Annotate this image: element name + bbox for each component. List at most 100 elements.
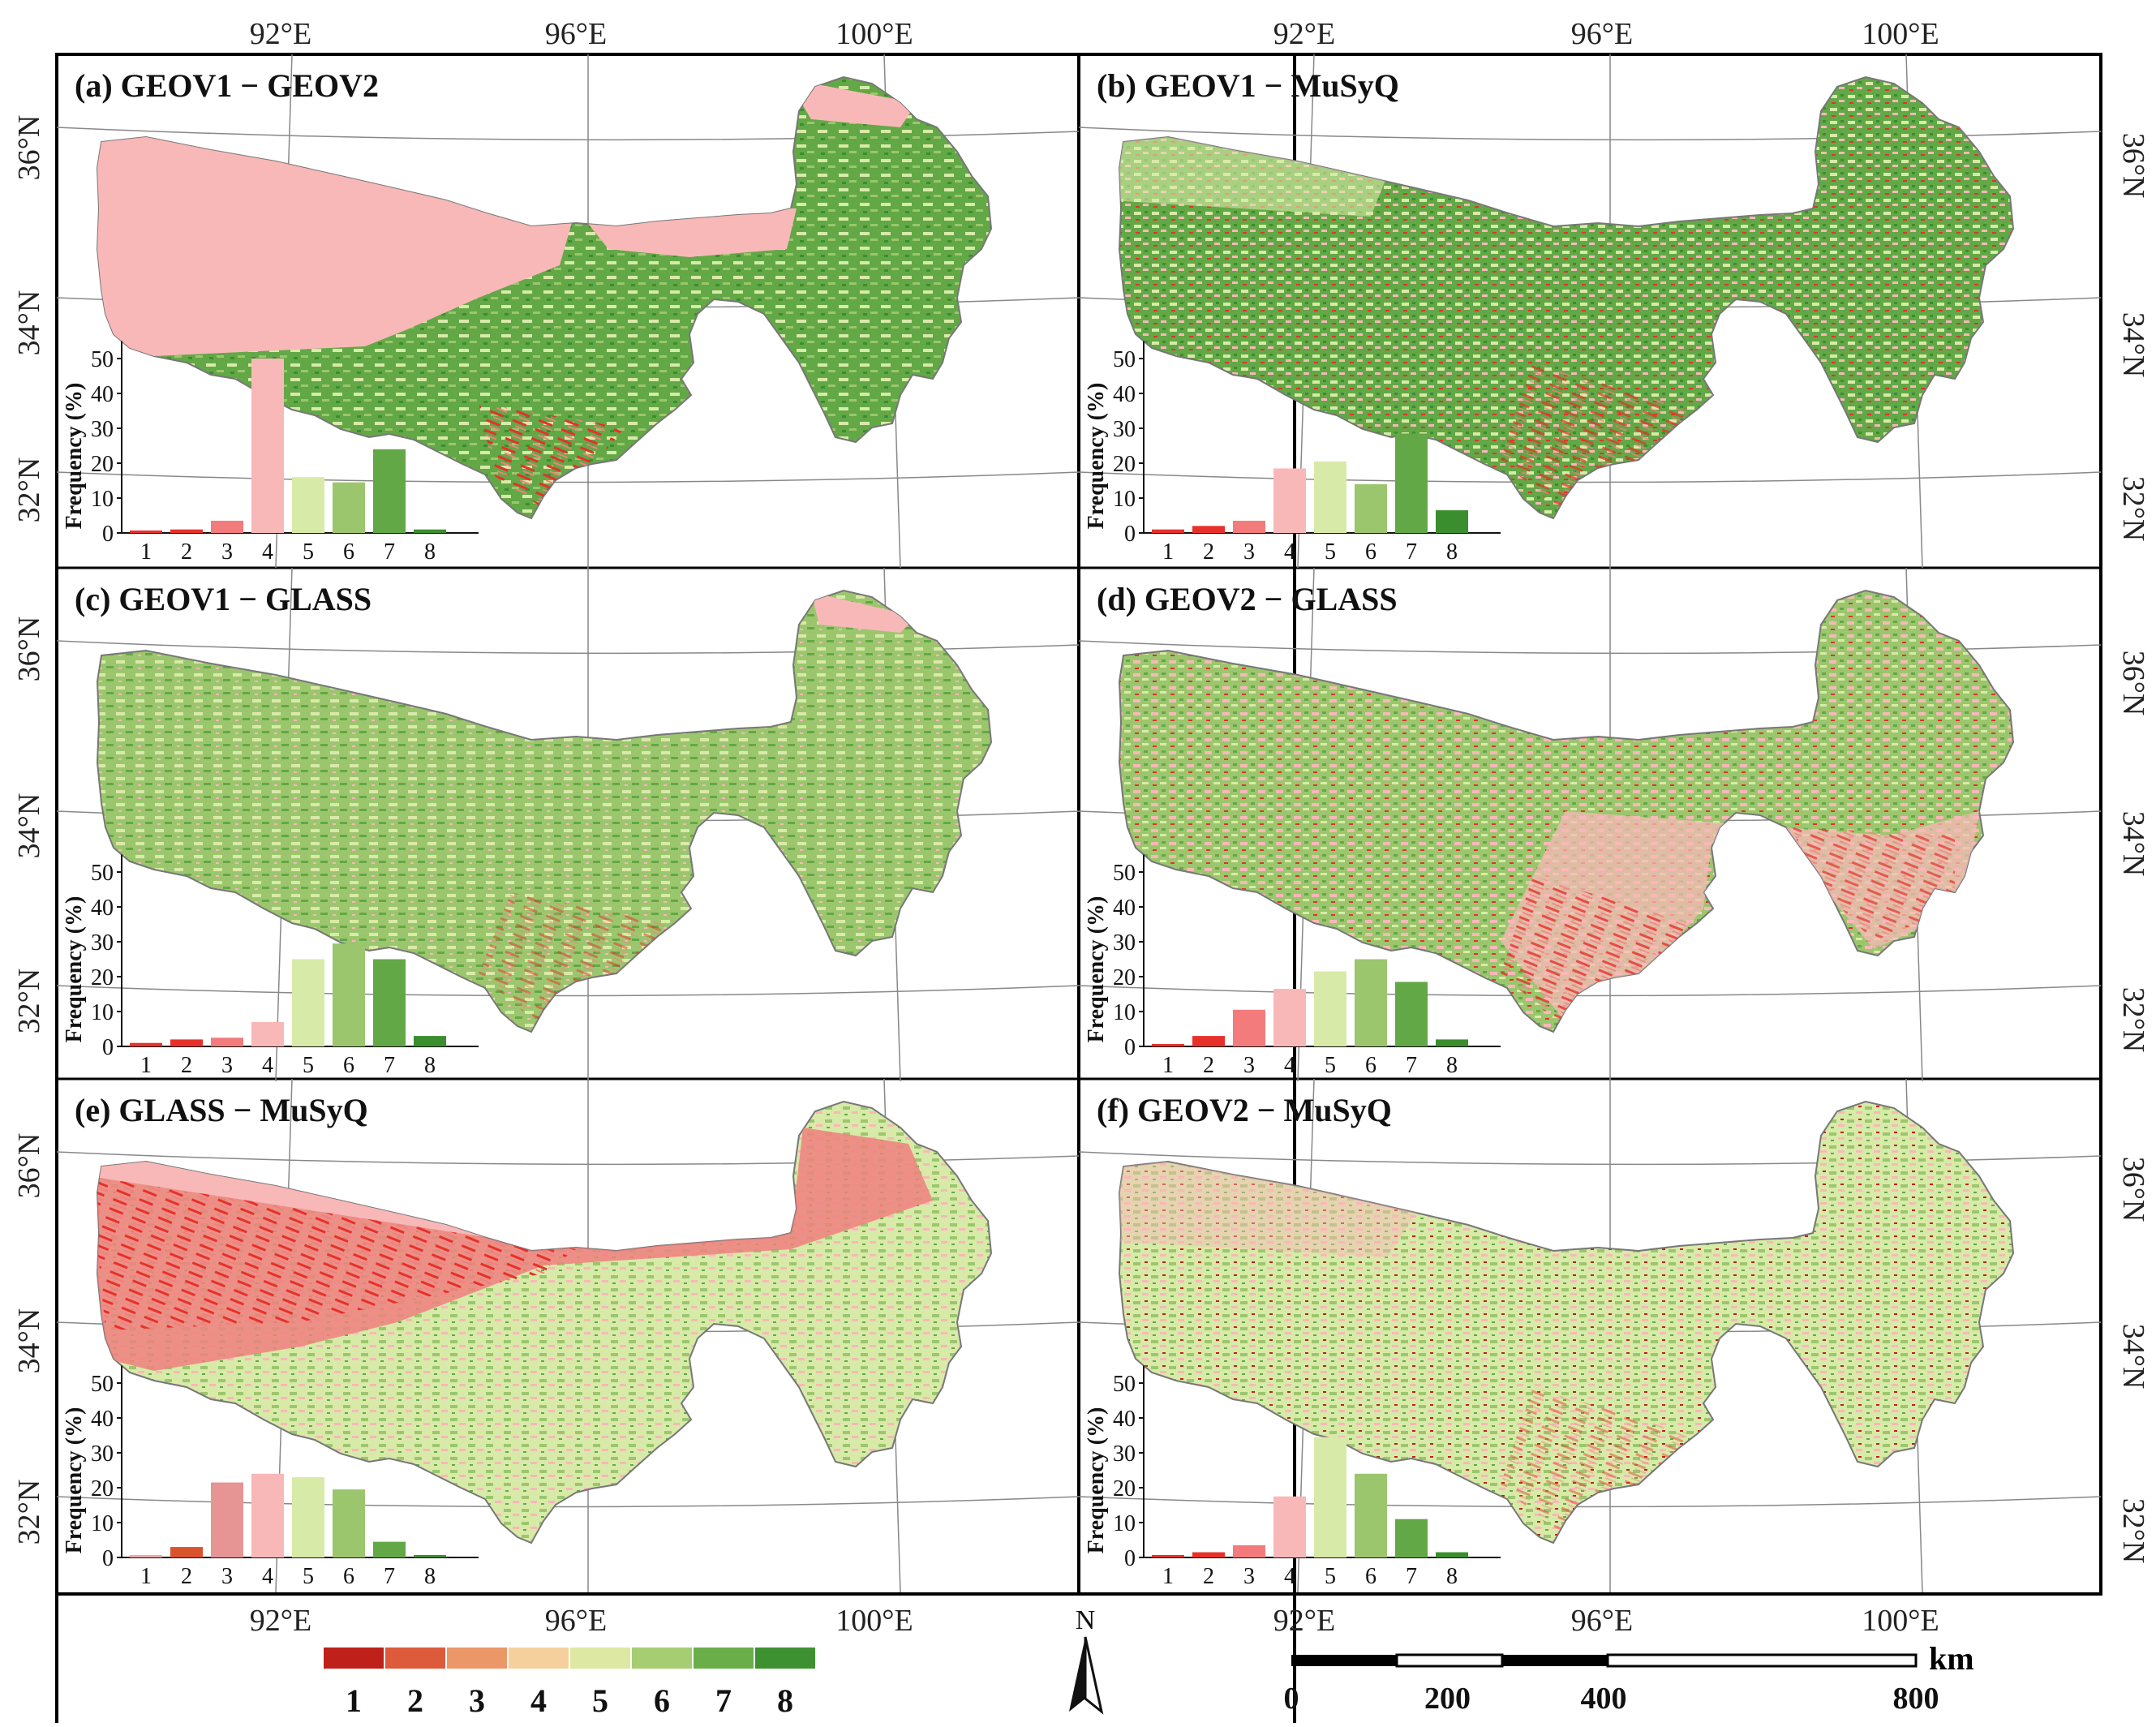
histogram-y-tick: 40 xyxy=(91,1407,114,1432)
lon-label-top: 96°E xyxy=(545,17,607,51)
histogram-x-tick: 3 xyxy=(221,1564,233,1589)
histogram-bar xyxy=(333,1489,365,1557)
histogram-x-tick: 6 xyxy=(343,539,354,565)
lon-label-bottom: 100°E xyxy=(835,1604,913,1638)
histogram-bar xyxy=(1355,483,1387,533)
panel-title: (e) GLASS − MuSyQ xyxy=(75,1092,368,1128)
histogram-x-tick: 4 xyxy=(1284,1564,1295,1589)
histogram-y-label: Frequency (%) xyxy=(62,1407,87,1554)
histogram-y-tick: 10 xyxy=(1113,1000,1136,1025)
histogram-x-tick: 3 xyxy=(221,1053,233,1078)
histogram-y-tick: 10 xyxy=(91,1511,114,1536)
lon-label-bottom: 92°E xyxy=(250,1604,311,1638)
histogram-x-tick: 3 xyxy=(221,539,233,565)
lat-label-left: 32°N xyxy=(12,1480,46,1545)
color-legend: 1 2 3 4 5 6 7 8 xyxy=(322,1646,817,1719)
histogram-bar xyxy=(1192,526,1225,533)
histogram-bar xyxy=(373,959,406,1046)
histogram-y-tick: 50 xyxy=(91,347,114,372)
histogram-bar xyxy=(1273,989,1306,1046)
histogram-x-tick: 7 xyxy=(1406,1564,1417,1589)
histogram-x-tick: 7 xyxy=(1406,1053,1417,1078)
histogram-x-tick: 6 xyxy=(343,1053,354,1078)
histogram-x-tick: 3 xyxy=(1243,1053,1255,1078)
histogram-x-tick: 4 xyxy=(1284,539,1295,565)
histogram-x-tick: 2 xyxy=(181,1053,192,1078)
histogram-y-tick: 10 xyxy=(91,1000,114,1025)
lat-label-right: 32°N xyxy=(2116,987,2150,1053)
legend-label: 4 xyxy=(530,1682,547,1719)
region-map xyxy=(97,1101,992,1544)
histogram-x-tick: 2 xyxy=(1203,1053,1214,1078)
region-map xyxy=(97,76,992,519)
histogram-bar xyxy=(1436,1552,1468,1557)
histogram-y-tick: 0 xyxy=(1124,1546,1136,1571)
histogram-x-tick: 2 xyxy=(181,1564,192,1589)
histogram-x-tick: 7 xyxy=(384,539,395,565)
north-arrow-label: N xyxy=(1076,1605,1096,1635)
histogram-x-tick: 3 xyxy=(1243,1564,1255,1589)
histogram-x-tick: 5 xyxy=(1325,539,1336,565)
lon-label-top: 100°E xyxy=(835,17,913,51)
histogram-bar xyxy=(211,520,243,533)
histogram-y-label: Frequency (%) xyxy=(62,896,87,1043)
region-map xyxy=(1119,76,2014,519)
lat-label-left: 34°N xyxy=(12,793,46,859)
histogram-x-tick: 6 xyxy=(1365,1564,1376,1589)
scale-bar: km 0 200 400 800 xyxy=(1284,1640,1974,1716)
histogram-y-tick: 10 xyxy=(1113,1511,1136,1536)
histogram-y-tick: 20 xyxy=(91,452,114,477)
histogram-x-tick: 5 xyxy=(303,539,314,565)
lon-label-top: 92°E xyxy=(250,17,311,51)
histogram-y-label: Frequency (%) xyxy=(1084,896,1109,1043)
histogram-bar xyxy=(170,1547,203,1557)
histogram-bar xyxy=(130,1555,162,1557)
histogram-bar xyxy=(414,1036,446,1046)
histogram-bar xyxy=(1233,520,1265,533)
legend-swatch xyxy=(507,1646,570,1670)
legend-swatch xyxy=(322,1646,385,1670)
histogram-bar xyxy=(1355,1473,1387,1557)
histogram-bar xyxy=(251,1021,284,1046)
histogram-bar xyxy=(1273,468,1306,533)
histogram-bar xyxy=(414,529,446,533)
legend-label: 7 xyxy=(715,1682,732,1719)
lat-label-left: 32°N xyxy=(12,458,46,523)
histogram-y-tick: 50 xyxy=(91,1372,114,1397)
histogram-x-tick: 4 xyxy=(262,539,273,565)
histogram-bar xyxy=(170,1039,203,1046)
histogram-x-tick: 3 xyxy=(1243,539,1255,565)
legend-label: 2 xyxy=(407,1682,423,1719)
histogram-bar xyxy=(251,359,284,533)
histogram-bar xyxy=(333,943,365,1046)
legend-label: 8 xyxy=(777,1682,793,1719)
histogram-y-tick: 0 xyxy=(1124,522,1136,547)
histogram-bar xyxy=(1436,510,1468,533)
histogram-x-tick: 1 xyxy=(1162,539,1174,565)
lat-label-right: 34°N xyxy=(2116,1324,2150,1390)
legend-swatch xyxy=(630,1646,694,1670)
histogram-y-label: Frequency (%) xyxy=(62,383,87,530)
histogram-y-tick: 50 xyxy=(1113,1372,1136,1397)
histogram-bar xyxy=(1314,971,1346,1046)
lon-label-bottom: 96°E xyxy=(545,1604,607,1638)
legend-swatch xyxy=(754,1646,817,1670)
lat-label-right: 34°N xyxy=(2116,312,2150,378)
histogram-bar xyxy=(1355,959,1387,1046)
histogram-bar xyxy=(333,482,365,533)
histogram-x-tick: 2 xyxy=(1203,539,1214,565)
histogram-bar xyxy=(1152,529,1184,533)
histogram-x-tick: 8 xyxy=(424,1564,436,1589)
histogram-x-tick: 8 xyxy=(1446,1053,1458,1078)
histogram-bar xyxy=(1152,1044,1184,1046)
legend-label: 1 xyxy=(346,1682,362,1719)
histogram-x-tick: 4 xyxy=(1284,1053,1295,1078)
histogram-y-tick: 30 xyxy=(91,1441,114,1467)
